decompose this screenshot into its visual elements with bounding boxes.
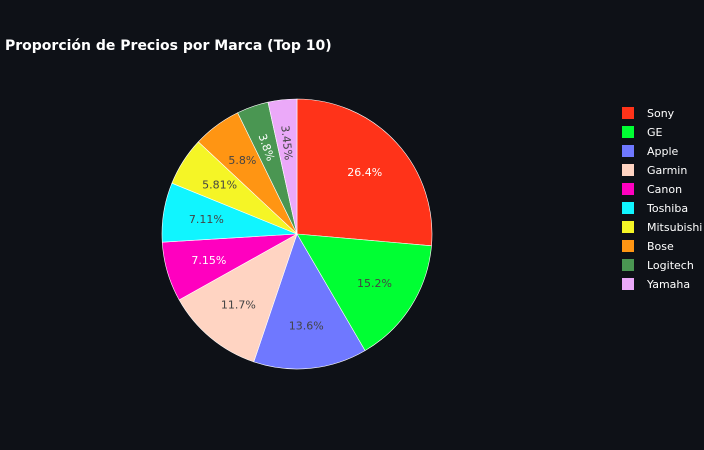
legend-swatch[interactable]	[622, 107, 634, 119]
slice-percent-label: 11.7%	[221, 299, 256, 312]
slice-percent-label: 5.8%	[228, 154, 256, 167]
legend-label[interactable]: Mitsubishi	[647, 221, 702, 234]
legend-swatch[interactable]	[622, 221, 634, 233]
pie-slice-labels: 26.4% 15.2% 13.6% 11.7% 7.15% 7.11% 5.81% 5.8% 3…	[189, 125, 392, 333]
pie-slice-sony[interactable]	[296, 98, 433, 247]
legend[interactable]: Sony GE Apple Garmin Canon Toshiba Mitsubishi B…	[622, 107, 702, 291]
legend-label[interactable]: Logitech	[647, 259, 694, 272]
legend-swatch[interactable]	[622, 164, 634, 176]
pie-slices	[161, 98, 433, 370]
legend-label[interactable]: Canon	[647, 183, 682, 196]
pie-slice-apple[interactable]	[253, 233, 366, 370]
slice-percent-label: 13.6%	[289, 319, 324, 332]
legend-swatch[interactable]	[622, 278, 634, 290]
legend-swatch[interactable]	[622, 202, 634, 214]
slice-percent-label: 5.81%	[202, 179, 237, 192]
legend-swatch[interactable]	[622, 259, 634, 271]
legend-label[interactable]: Sony	[647, 107, 675, 120]
slice-percent-label: 7.11%	[189, 213, 224, 226]
pie-slice-yamaha[interactable]	[267, 98, 298, 235]
pie-slice-garmin[interactable]	[178, 233, 298, 363]
legend-swatch[interactable]	[622, 240, 634, 252]
legend-label[interactable]: Yamaha	[646, 278, 690, 291]
slice-percent-label: 15.2%	[357, 277, 392, 290]
pie-slice-ge[interactable]	[296, 233, 432, 352]
legend-label[interactable]: Toshiba	[646, 202, 688, 215]
legend-swatch[interactable]	[622, 145, 634, 157]
legend-swatch[interactable]	[622, 126, 634, 138]
legend-label[interactable]: Garmin	[647, 164, 687, 177]
legend-label[interactable]: Apple	[647, 145, 679, 158]
slice-percent-label: 3.45%	[278, 125, 295, 161]
slice-percent-label: 7.15%	[191, 254, 226, 267]
legend-swatch[interactable]	[622, 183, 634, 195]
legend-label[interactable]: Bose	[647, 240, 674, 253]
chart-title: Proporción de Precios por Marca (Top 10)	[5, 38, 332, 54]
slice-percent-label: 26.4%	[347, 166, 382, 179]
legend-label[interactable]: GE	[647, 126, 663, 139]
